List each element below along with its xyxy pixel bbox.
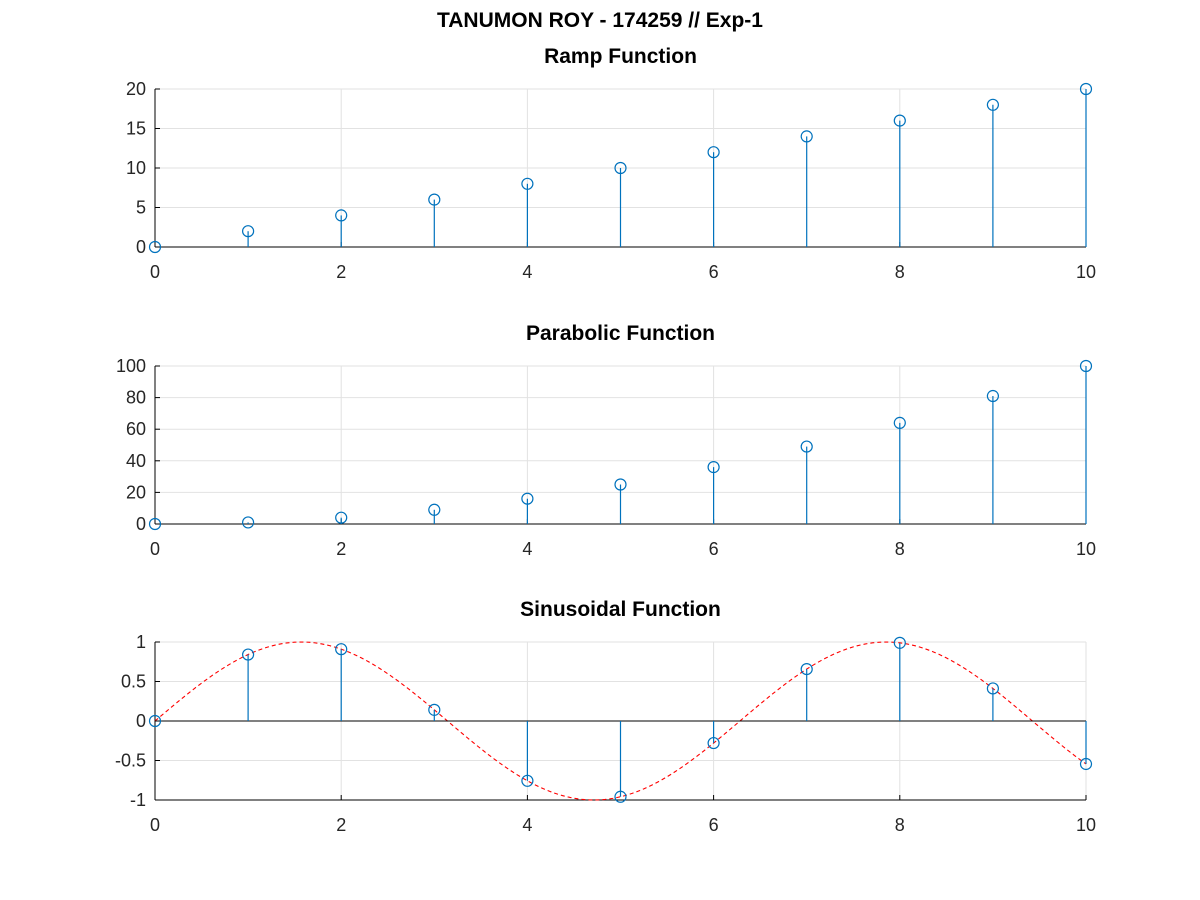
ramp-stem-marker (614, 161, 627, 175)
ramp-x-tick-label: 2 (336, 262, 346, 282)
ramp-y-tick-label: 15 (126, 119, 146, 139)
ramp-y-tick-label: 5 (136, 198, 146, 218)
sinusoidal-y-tick-label: 0.5 (121, 672, 146, 692)
parabolic-x-tick-label: 6 (709, 539, 719, 559)
sinusoidal-title: Sinusoidal Function (520, 598, 721, 621)
ramp-plot: 0 2 4 6 8 10 0 5 10 15 20 Ramp Function (126, 45, 1096, 282)
parabolic-y-tick-label: 60 (126, 419, 146, 439)
ramp-stem-marker (335, 209, 348, 222)
parabolic-stem-marker (614, 478, 627, 491)
parabolic-x-tick-label: 2 (336, 539, 346, 559)
parabolic-x-tick-label: 8 (895, 539, 905, 559)
parabolic-title: Parabolic Function (526, 322, 715, 345)
ramp-y-tick-label: 0 (136, 237, 146, 257)
parabolic-x-tick-label: 4 (522, 539, 532, 559)
ramp-title: Ramp Function (544, 45, 697, 68)
sinusoidal-stem-marker (1079, 757, 1093, 771)
sinusoidal-stem-marker (893, 636, 906, 649)
ramp-x-tick-label: 0 (150, 262, 160, 282)
sinusoidal-stem-marker (148, 714, 162, 728)
figure-title: TANUMON ROY - 174259 // Exp-1 (437, 9, 763, 32)
sinusoidal-stem-marker (335, 643, 348, 656)
sinusoidal-stem-marker (242, 648, 255, 661)
ramp-stem-marker (242, 225, 255, 238)
ramp-x-tick-label: 4 (522, 262, 532, 282)
parabolic-stem-marker (428, 503, 441, 516)
parabolic-stem-marker (242, 516, 255, 529)
parabolic-stem-marker (893, 416, 906, 429)
sinusoidal-y-tick-label: 0 (136, 711, 146, 731)
sinusoidal-y-tick-label: -0.5 (115, 751, 146, 771)
ramp-y-tick-label: 20 (126, 79, 146, 99)
sinusoidal-x-tick-label: 8 (895, 815, 905, 835)
parabolic-x-tick-label: 10 (1076, 539, 1096, 559)
ramp-stem-marker (800, 130, 813, 143)
ramp-stem-marker (707, 146, 720, 159)
sinusoidal-y-tick-label: -1 (130, 790, 146, 810)
parabolic-stem-marker (707, 461, 720, 474)
parabolic-y-tick-label: 0 (136, 514, 146, 534)
parabolic-stem-marker (335, 511, 348, 524)
sinusoidal-stem-marker (521, 774, 534, 787)
parabolic-stem-marker (800, 440, 813, 453)
sinusoidal-x-tick-label: 10 (1076, 815, 1096, 835)
ramp-stem-marker (521, 177, 534, 190)
sinusoidal-x-tick-label: 4 (522, 815, 532, 835)
parabolic-stem-marker (148, 517, 162, 531)
sinusoidal-stem-marker (707, 736, 720, 750)
ramp-y-tick-label: 10 (126, 158, 146, 178)
ramp-stem-marker (986, 98, 1000, 111)
ramp-stem-marker (1079, 82, 1093, 96)
sinusoidal-stem-marker (428, 703, 441, 716)
sinusoidal-x-tick-label: 2 (336, 815, 346, 835)
sinusoidal-reference-curve (154, 641, 1087, 801)
sinusoidal-x-tick-label: 6 (709, 815, 719, 835)
sinusoidal-stem-marker (614, 790, 627, 803)
sinusoidal-plot: 0 2 4 6 8 10 -1 -0.5 0 0.5 1 Sinusoidal Function (115, 598, 1096, 835)
sinusoidal-x-tick-label: 0 (150, 815, 160, 835)
parabolic-y-tick-label: 80 (126, 388, 146, 408)
ramp-x-tick-label: 10 (1076, 262, 1096, 282)
ramp-x-tick-label: 6 (709, 262, 719, 282)
parabolic-stem-marker (986, 389, 1000, 403)
ramp-stem-marker (428, 193, 441, 206)
parabolic-y-tick-label: 40 (126, 451, 146, 471)
ramp-stem-marker (893, 114, 906, 127)
parabolic-stem-marker (521, 492, 534, 505)
sinusoidal-stem-marker (986, 682, 1000, 695)
ramp-x-tick-label: 8 (895, 262, 905, 282)
parabolic-x-tick-label: 0 (150, 539, 160, 559)
parabolic-stem-marker (1079, 359, 1093, 373)
parabolic-y-tick-label: 20 (126, 482, 146, 502)
sinusoidal-y-tick-label: 1 (136, 632, 146, 652)
ramp-stem-marker (148, 240, 162, 254)
parabolic-y-tick-label: 100 (116, 356, 146, 376)
sinusoidal-stem-marker (800, 662, 813, 676)
